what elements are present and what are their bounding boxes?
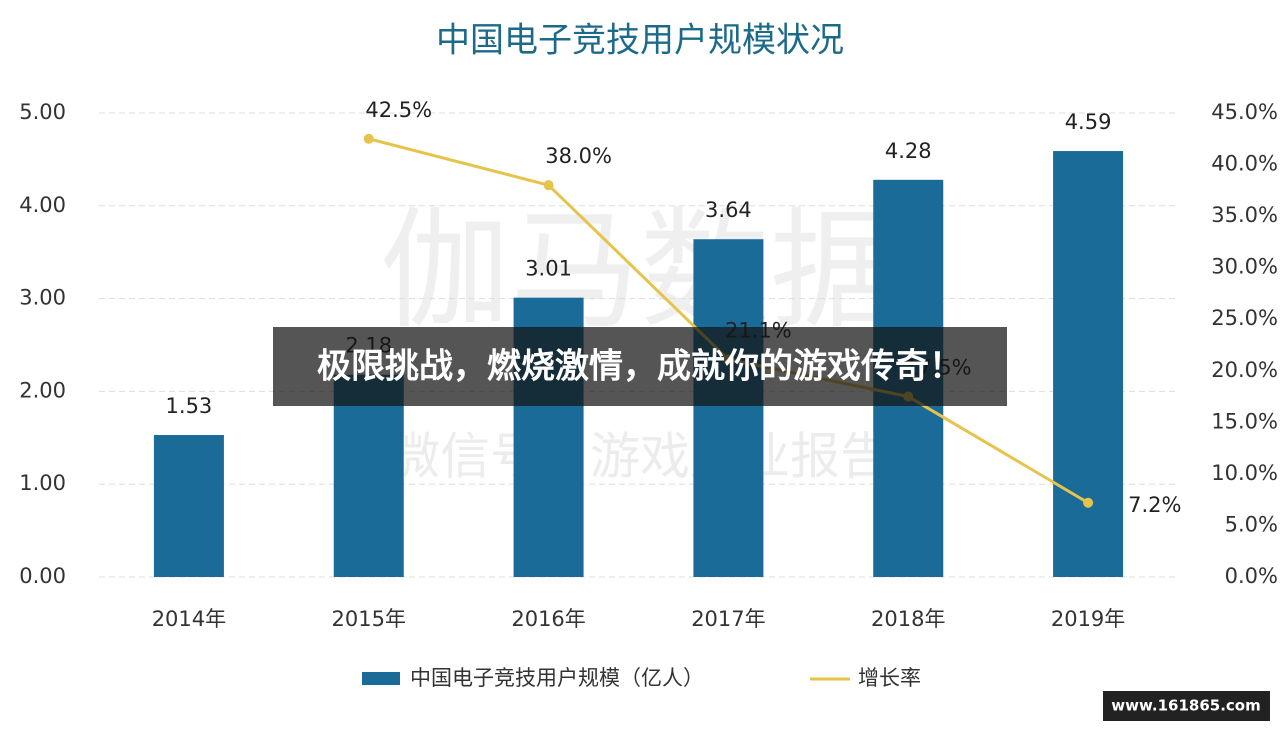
y2-tick-label: 15.0% (1211, 409, 1278, 433)
site-url: www.161865.com (1111, 697, 1260, 715)
y2-tick-label: 40.0% (1211, 152, 1278, 176)
watermark: 伽马数据 (380, 195, 900, 347)
line-point (543, 180, 554, 191)
y-tick-label: 0.00 (19, 564, 66, 588)
y2-tick-label: 20.0% (1211, 358, 1278, 382)
legend-label: 增长率 (858, 666, 921, 690)
bar (693, 239, 764, 577)
value-label: 7.2% (1128, 493, 1181, 517)
bar (153, 435, 224, 577)
x-tick-label: 2017年 (691, 607, 765, 631)
site-badge (1103, 691, 1270, 721)
y2-tick-label: 5.0% (1225, 512, 1278, 536)
value-label: 1.53 (166, 394, 213, 418)
y2-tick-label: 35.0% (1211, 203, 1278, 227)
x-tick-label: 2015年 (332, 607, 406, 631)
y-tick-label: 4.00 (19, 193, 66, 217)
y2-tick-label: 45.0% (1211, 100, 1278, 124)
legend-swatch (362, 672, 400, 685)
x-tick-label: 2016年 (511, 607, 585, 631)
y2-tick-label: 10.0% (1211, 461, 1278, 485)
bar (1053, 151, 1124, 577)
banner: 极限挑战，燃烧激情，成就你的游戏传奇！ (317, 347, 963, 387)
y2-tick-label: 30.0% (1211, 255, 1278, 279)
legend-label: 中国电子竞技用户规模（亿人） (410, 666, 704, 690)
value-label: 42.5% (365, 98, 432, 122)
bar (333, 374, 404, 577)
y2-tick-label: 0.0% (1225, 564, 1278, 588)
x-tick-label: 2018年 (871, 607, 945, 631)
value-label: 3.01 (525, 257, 572, 281)
value-label: 4.28 (885, 139, 932, 163)
y-tick-label: 3.00 (19, 286, 66, 310)
y2-tick-label: 25.0% (1211, 306, 1278, 330)
value-label: 38.0% (545, 144, 612, 168)
y-tick-label: 2.00 (19, 378, 66, 402)
value-label: 3.64 (705, 198, 752, 222)
value-label: 4.59 (1065, 110, 1112, 134)
line-point (1083, 497, 1094, 508)
chart-title: 中国电子竞技用户规模状况 (436, 21, 844, 61)
banner-bg (273, 327, 1007, 406)
y-tick-label: 5.00 (19, 100, 66, 124)
y-tick-label: 1.00 (19, 471, 66, 495)
x-tick-label: 2014年 (152, 607, 226, 631)
line-point (363, 133, 374, 144)
x-tick-label: 2019年 (1051, 607, 1125, 631)
watermark: 微信号：游戏产业报告 (390, 428, 890, 486)
